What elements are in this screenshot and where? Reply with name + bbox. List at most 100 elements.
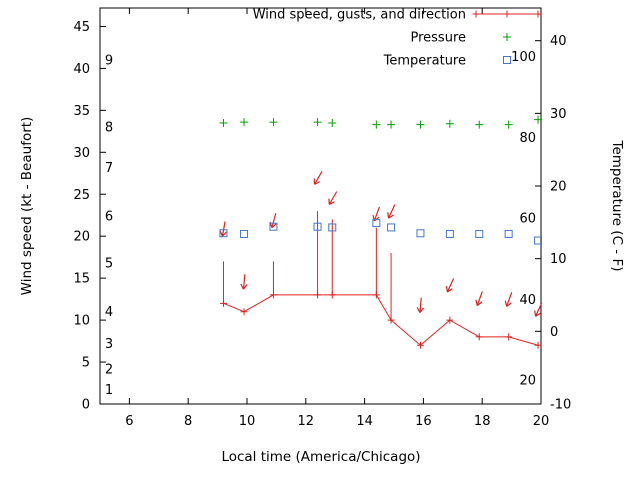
wind-direction-arrow: [240, 274, 248, 290]
beaufort-label: 1: [105, 383, 113, 398]
beaufort-label: 7: [105, 161, 113, 176]
arrow-glyph: [416, 297, 425, 314]
x-axis-label: Local time (America/Chicago): [221, 449, 420, 465]
arrow-glyph: [219, 221, 227, 237]
temperature-point: [475, 229, 484, 238]
y-left-tick-label: 35: [73, 104, 90, 119]
x-tick-label: 6: [125, 414, 133, 429]
temperature-point: [416, 229, 425, 238]
legend-label: Temperature: [383, 54, 466, 69]
y-left-tick-label: 25: [73, 188, 90, 203]
plot-frame: [99, 7, 542, 405]
wind-direction-arrow: [416, 297, 425, 314]
fahrenheit-label: 80: [519, 131, 536, 146]
x-tick-label: 20: [533, 414, 550, 429]
wind-direction-arrow: [219, 221, 227, 237]
beaufort-label: 6: [105, 210, 113, 225]
x-tick-label: 8: [184, 414, 192, 429]
y-right-tick-label: 20: [550, 180, 567, 195]
arrow-glyph: [328, 191, 338, 206]
wind-direction-arrows: [219, 171, 543, 317]
arrow-glyph: [240, 274, 248, 290]
y-left-tick-label: 5: [82, 356, 90, 371]
wind-direction-arrow: [313, 171, 323, 185]
wind-point-marker: [446, 316, 454, 324]
legend-plus-sample: [472, 10, 480, 18]
wind-point-marker: [534, 341, 542, 349]
wind-direction-arrow: [534, 302, 543, 317]
y-right-tick-label: 0: [550, 325, 558, 340]
arrow-glyph: [475, 291, 483, 307]
beaufort-label: 3: [105, 337, 113, 352]
pressure-point: [313, 118, 322, 127]
temperature-point: [240, 229, 249, 238]
wind-point-marker: [475, 333, 483, 341]
beaufort-label: 9: [105, 54, 113, 69]
pressure-point: [534, 115, 543, 124]
wind-point-marker: [416, 341, 424, 349]
y-right-tick-label: -10: [550, 398, 571, 413]
beaufort-label: 2: [105, 362, 113, 377]
y-left-tick-label: 10: [73, 314, 90, 329]
pressure-series: [219, 115, 543, 129]
x-tick-label: 16: [415, 414, 432, 429]
plot-border: [99, 7, 542, 405]
pressure-point: [372, 120, 381, 129]
pressure-point: [240, 118, 249, 127]
pressure-point: [504, 120, 513, 129]
beaufort-label: 4: [105, 305, 113, 320]
y-left-tick-label: 30: [73, 146, 90, 161]
x-tick-label: 12: [298, 414, 315, 429]
wind-point-marker: [240, 308, 248, 316]
temperature-point: [372, 219, 381, 228]
pressure-point: [445, 119, 454, 128]
wind-point-marker: [328, 291, 336, 299]
y-left-ticks: 0 5 10 15 20 25 30 35 40 45: [73, 20, 106, 413]
pressure-point: [387, 120, 396, 129]
y-axis-left-label: Wind speed (kt - Beaufort): [19, 117, 35, 296]
beaufort-labels: 1 2 3 4 5 6 7 8 9: [105, 54, 113, 399]
wind-direction-arrow: [445, 278, 455, 293]
legend-plus-sample: [534, 10, 542, 18]
y-left-tick-label: 45: [73, 20, 90, 35]
wind-gust-lines: [222, 211, 392, 321]
y-left-tick-label: 0: [82, 398, 90, 413]
legend-label: Pressure: [410, 31, 466, 46]
y-axis-right-label: Temperature (C - F): [609, 140, 625, 272]
wind-point-marker: [314, 291, 322, 299]
arrow-glyph: [313, 171, 323, 185]
x-tick-label: 14: [356, 414, 373, 429]
legend-label: Wind speed, gusts, and direction: [253, 8, 466, 23]
fahrenheit-label: 100: [511, 50, 536, 65]
legend: Wind speed, gusts, and direction Pressure…: [253, 8, 542, 69]
wind-point-marker: [219, 299, 227, 307]
temperature-point: [387, 223, 396, 232]
wind-point-marker: [372, 291, 380, 299]
wind-point-marker: [269, 291, 277, 299]
legend-plus-sample: [503, 10, 511, 18]
temperature-point: [313, 222, 322, 231]
y-left-tick-label: 40: [73, 62, 90, 77]
wind-direction-arrow: [328, 191, 338, 206]
arrow-glyph: [534, 302, 543, 317]
y-right-ticks: -10 0 10 20 30 40: [535, 34, 571, 413]
temperature-point: [219, 229, 228, 238]
x-tick-label: 10: [239, 414, 256, 429]
arrow-glyph: [445, 278, 455, 293]
temperature-point: [445, 229, 454, 238]
temperature-point: [534, 236, 543, 245]
pressure-point: [269, 118, 278, 127]
pressure-point: [328, 118, 337, 127]
y-right-tick-label: 40: [550, 34, 567, 49]
plot-area: 6 8 10 12 14 16 18 2005101520253035404512345678…: [73, 7, 571, 429]
legend-plus-sample: [503, 33, 511, 41]
pressure-point: [219, 118, 228, 127]
temperature-point: [504, 229, 513, 238]
beaufort-label: 8: [105, 121, 113, 136]
y-right-tick-label: 10: [550, 252, 567, 267]
arrow-glyph: [504, 292, 513, 307]
fahrenheit-label: 40: [519, 293, 536, 308]
wind-point-marker: [387, 316, 395, 324]
